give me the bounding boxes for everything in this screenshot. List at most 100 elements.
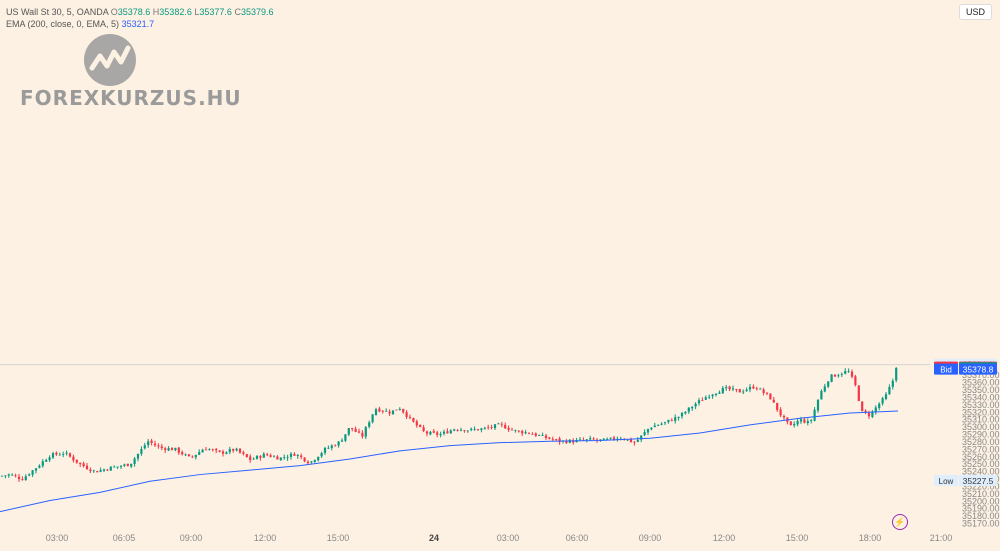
time-tick-label: 12:00 xyxy=(713,533,736,543)
time-tick-label: 15:00 xyxy=(327,533,350,543)
candle-body xyxy=(765,392,769,394)
candle-body xyxy=(31,470,34,475)
candle-body xyxy=(371,414,374,423)
price-tick-label: 35290.00 xyxy=(962,430,1000,440)
candle-body xyxy=(269,455,272,457)
candle-body xyxy=(497,423,500,425)
candle-body xyxy=(357,431,361,433)
candle-body xyxy=(735,389,738,390)
candle-body xyxy=(524,432,527,434)
candle-body xyxy=(402,408,405,413)
candle-body xyxy=(218,450,221,452)
chart-legend: US Wall St 30, 5, OANDA O35378.6 H35382.… xyxy=(6,6,273,30)
bid-label: Bid xyxy=(940,366,952,375)
candle-body xyxy=(334,445,337,447)
price-tick-label: 35240.00 xyxy=(962,467,1000,477)
candle-body xyxy=(500,423,503,425)
candle-body xyxy=(164,448,167,451)
ema-label: EMA (200, close, 0, EMA, 5) xyxy=(6,19,120,29)
candle-body xyxy=(646,429,650,433)
price-tick-label: 35330.00 xyxy=(962,400,1000,410)
time-tick-label: 09:00 xyxy=(639,533,662,543)
candle-body xyxy=(225,452,228,454)
ema-row: EMA (200, close, 0, EMA, 5) 35321.7 xyxy=(6,18,273,30)
candle-body xyxy=(276,456,279,460)
open-value: 35378.6 xyxy=(117,7,151,17)
candle-body xyxy=(850,371,854,377)
time-tick-label: 12:00 xyxy=(254,533,277,543)
currency-button[interactable]: USD xyxy=(958,4,992,20)
candle-body xyxy=(752,386,755,389)
candle-body xyxy=(837,375,840,377)
low-label: Low xyxy=(939,477,954,486)
candle-body xyxy=(116,466,119,468)
candle-body xyxy=(548,437,551,439)
candle-body xyxy=(704,397,707,400)
candle-body xyxy=(687,407,690,412)
candle-body xyxy=(551,438,554,440)
candle-body xyxy=(609,437,612,439)
candle-body xyxy=(395,409,398,411)
candle-body xyxy=(320,453,323,457)
candle-body xyxy=(742,391,745,393)
bid-value-bg xyxy=(959,363,997,375)
price-tick-label: 35280.00 xyxy=(962,437,1000,447)
candle-body xyxy=(11,474,14,476)
candle-body xyxy=(599,439,602,441)
candle-body xyxy=(867,413,871,417)
candle-body xyxy=(170,448,174,451)
candle-body xyxy=(354,428,357,432)
candle-body xyxy=(259,456,262,458)
candle-body xyxy=(803,419,806,423)
price-tick-label: 35300.00 xyxy=(962,422,1000,432)
candle-body xyxy=(215,449,218,451)
candle-body xyxy=(378,408,381,412)
candle-body xyxy=(167,448,170,451)
candle-body xyxy=(762,389,765,394)
candle-body xyxy=(296,454,299,456)
candle-body xyxy=(823,386,826,392)
candle-body xyxy=(697,400,701,404)
ema-line xyxy=(0,410,899,513)
candle-body xyxy=(466,430,469,432)
candle-body xyxy=(150,440,153,444)
candle-body xyxy=(286,457,289,459)
lightning-icon[interactable]: ⚡ xyxy=(892,514,908,530)
candle-body xyxy=(126,463,129,467)
candle-body xyxy=(187,454,191,457)
candle-body xyxy=(517,430,520,432)
candle-body xyxy=(446,431,449,434)
candle-body xyxy=(636,439,639,442)
candle-body xyxy=(629,438,633,443)
candle-body xyxy=(657,424,660,426)
candle-body xyxy=(85,465,89,470)
candle-body xyxy=(694,403,697,407)
time-tick-label: 24 xyxy=(429,533,439,543)
time-tick-label: 03:00 xyxy=(46,533,69,543)
candle-body xyxy=(266,454,269,456)
candle-body xyxy=(62,454,65,455)
candle-body xyxy=(347,428,350,435)
candle-body xyxy=(473,429,476,430)
candle-body xyxy=(874,407,877,412)
candle-body xyxy=(449,430,452,434)
candle-body xyxy=(75,459,78,463)
candle-body xyxy=(242,452,245,454)
time-tick-label: 18:00 xyxy=(859,533,882,543)
price-tick-label: 35170.00 xyxy=(962,519,1000,529)
candle-body xyxy=(442,431,446,434)
candle-body xyxy=(255,455,259,459)
candle-body xyxy=(799,419,803,422)
bid-label-bg xyxy=(934,363,958,375)
candle-body xyxy=(184,454,187,456)
candle-body xyxy=(439,434,442,436)
price-tick-label: 35270.00 xyxy=(962,444,1000,454)
candle-body xyxy=(381,410,384,412)
candle-body xyxy=(429,431,432,435)
candle-body xyxy=(871,411,874,417)
candle-body xyxy=(810,420,813,422)
candle-body xyxy=(130,463,133,467)
candle-body xyxy=(725,387,728,389)
